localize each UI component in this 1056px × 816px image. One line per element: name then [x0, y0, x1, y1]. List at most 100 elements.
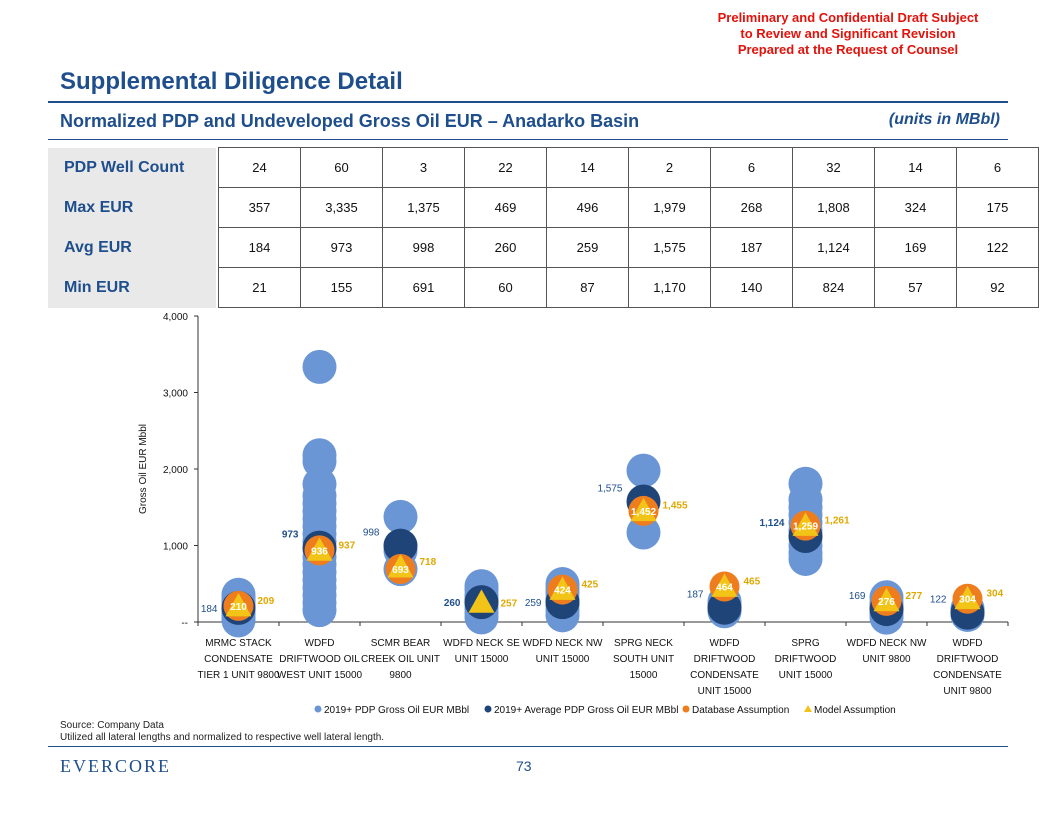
- database-data-label: 210: [230, 602, 247, 613]
- x-category-label: CONDENSATE: [204, 654, 273, 665]
- methodology-note: Utilized all lateral lengths and normali…: [60, 732, 385, 743]
- database-data-label: 936: [311, 546, 328, 557]
- legend-marker: [682, 705, 690, 713]
- avg-data-label: 184: [201, 604, 218, 615]
- x-category-label: CREEK OIL UNIT: [361, 654, 440, 665]
- stats-cell: 122: [956, 227, 1039, 268]
- legend-label: Model Assumption: [814, 705, 896, 716]
- eur-scatter-chart: -- 1,000 2,000 3,000 4,000 Gross Oil EUR Mbbl…: [138, 312, 1009, 716]
- model-assumption-point: [711, 573, 738, 597]
- model-assumption-point: [306, 537, 333, 561]
- stats-row-label: Max EUR: [48, 187, 216, 228]
- legend-label: 2019+ PDP Gross Oil EUR MBbl: [324, 705, 469, 716]
- legend-marker: [314, 705, 322, 713]
- confidential-disclaimer: Preliminary and Confidential Draft Subje…: [688, 10, 1008, 58]
- stats-row: Max EUR 357 3,335 1,375 469 496 1,979 268 1,808 3…: [48, 187, 1039, 228]
- y-tick-label: 4,000: [163, 312, 188, 323]
- stats-row-label: PDP Well Count: [48, 147, 216, 188]
- stats-row: PDP Well Count 24 60 3 22 14 2 6 32 14 6: [48, 147, 1039, 188]
- x-category-label: SCMR BEAR: [371, 638, 430, 649]
- avg-data-label: 169: [849, 591, 866, 602]
- subtitle-divider: [48, 139, 1008, 140]
- legend-label: Database Assumption: [692, 705, 789, 716]
- x-category-label: UNIT 15000: [698, 686, 752, 697]
- pdp-well-point: [626, 453, 661, 488]
- x-category-label: WDFD: [710, 638, 740, 649]
- model-data-label: 257: [501, 598, 518, 609]
- stats-cell: 92: [956, 267, 1039, 308]
- stats-cell: 496: [546, 187, 629, 228]
- avg-data-label: 187: [687, 590, 704, 601]
- page-title: Supplemental Diligence Detail: [60, 68, 403, 95]
- stats-cell: 998: [382, 227, 465, 268]
- stats-cell: 14: [546, 147, 629, 188]
- stats-cell: 24: [218, 147, 301, 188]
- stats-cell: 357: [218, 187, 301, 228]
- disclaimer-line-3: Prepared at the Request of Counsel: [737, 42, 959, 57]
- x-category-label: UNIT 9800: [862, 654, 911, 665]
- model-data-label: 465: [744, 576, 761, 587]
- x-category-label: UNIT 9800: [943, 686, 992, 697]
- model-assumption-point: [225, 593, 252, 617]
- chart-subtitle: Normalized PDP and Undeveloped Gross Oil…: [60, 111, 640, 131]
- stats-gap: [216, 147, 219, 188]
- units-note: (units in MBbl): [888, 111, 1000, 128]
- legend-marker: [484, 705, 492, 713]
- avg-pdp-point: [383, 528, 418, 563]
- stats-cell: 1,170: [628, 267, 711, 308]
- disclaimer-line-2: to Review and Significant Revision: [740, 26, 956, 41]
- stats-table: PDP Well Count 24 60 3 22 14 2 6 32 14 6 Max EUR 357…: [48, 147, 1039, 308]
- x-category-label: WDFD: [305, 638, 335, 649]
- model-assumption-point: [792, 512, 819, 536]
- pdp-well-point: [302, 349, 337, 384]
- x-category-label: WDFD NECK NW: [523, 638, 604, 649]
- avg-data-label: 973: [282, 530, 299, 541]
- model-data-label: 304: [987, 589, 1004, 600]
- stats-cell: 140: [710, 267, 793, 308]
- model-data-label: 1,261: [825, 516, 850, 527]
- x-category-label: UNIT 15000: [455, 654, 509, 665]
- stats-cell: 1,575: [628, 227, 711, 268]
- stats-cell: 3,335: [300, 187, 383, 228]
- pdp-well-point: [788, 466, 823, 501]
- model-assumption-point: [549, 576, 576, 600]
- legend-label: 2019+ Average PDP Gross Oil EUR MBbl: [494, 705, 678, 716]
- database-data-label: 1,452: [631, 507, 656, 518]
- avg-data-label: 1,124: [759, 518, 784, 529]
- stats-cell: 324: [874, 187, 957, 228]
- model-data-label: 718: [420, 557, 437, 568]
- x-category-label: 9800: [389, 670, 412, 681]
- stats-cell: 824: [792, 267, 875, 308]
- stats-row-label: Min EUR: [48, 267, 216, 308]
- x-category-label: TIER 1 UNIT 9800: [197, 670, 280, 681]
- x-category-label: CONDENSATE: [690, 670, 759, 681]
- stats-gap: [216, 187, 219, 228]
- database-data-label: 464: [716, 583, 733, 594]
- pdp-well-point: [302, 438, 337, 473]
- footnote: Source: Company Data Utilized all latera…: [60, 720, 384, 744]
- model-assumption-point: [873, 587, 900, 612]
- stats-cell: 2: [628, 147, 711, 188]
- avg-data-label: 1,575: [597, 484, 622, 495]
- stats-cell: 259: [546, 227, 629, 268]
- evercore-logo: EVERCORE: [60, 756, 172, 776]
- x-category-label: WDFD NECK NW: [847, 638, 928, 649]
- y-tick-label: 1,000: [163, 542, 188, 553]
- model-data-label: 277: [906, 591, 923, 602]
- x-category-label: WDFD NECK SE: [443, 638, 520, 649]
- x-category-label: SPRG NECK: [614, 638, 673, 649]
- x-category-label: DRIFTWOOD OIL: [279, 654, 360, 665]
- x-category-label: WDFD: [953, 638, 983, 649]
- avg-data-label: 259: [525, 598, 542, 609]
- stats-cell: 1,124: [792, 227, 875, 268]
- x-category-label: UNIT 15000: [536, 654, 590, 665]
- x-category-label: 15000: [630, 670, 658, 681]
- stats-gap: [216, 267, 219, 308]
- stats-cell: 187: [710, 227, 793, 268]
- disclaimer-line-1: Preliminary and Confidential Draft Subje…: [717, 10, 979, 25]
- pdp-well-point: [383, 499, 418, 534]
- x-category-label: UNIT 15000: [779, 670, 833, 681]
- stats-cell: 3: [382, 147, 465, 188]
- stats-cell: 14: [874, 147, 957, 188]
- stats-cell: 57: [874, 267, 957, 308]
